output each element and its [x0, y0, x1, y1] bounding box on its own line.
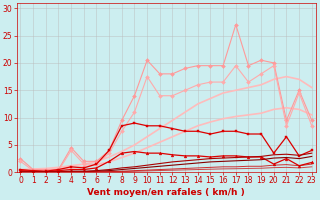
X-axis label: Vent moyen/en rafales ( km/h ): Vent moyen/en rafales ( km/h ) [87, 188, 245, 197]
